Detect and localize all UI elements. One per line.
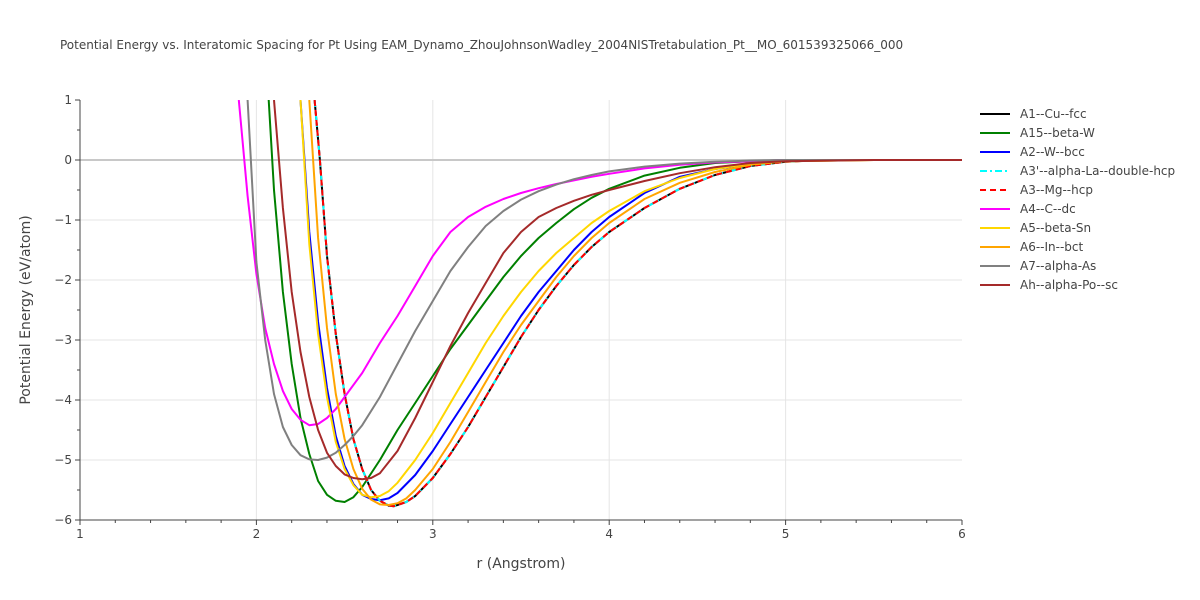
y-tick-label: −4: [54, 393, 72, 407]
legend-swatch: [980, 166, 1010, 176]
series-line-1[interactable]: [267, 100, 962, 503]
legend-swatch: [980, 109, 1010, 119]
legend-label: Ah--alpha-Po--sc: [1020, 277, 1118, 292]
y-tick-label: 1: [64, 93, 72, 107]
series-line-4[interactable]: [313, 100, 962, 508]
legend-label: A4--C--dc: [1020, 201, 1076, 216]
x-tick-label: 1: [76, 527, 84, 541]
legend-item[interactable]: A3--Mg--hcp: [980, 180, 1175, 199]
series-line-5[interactable]: [237, 100, 962, 427]
legend-label: A7--alpha-As: [1020, 258, 1097, 273]
y-tick-label: −6: [54, 513, 72, 527]
grid-lines: [80, 100, 962, 520]
series-line-6[interactable]: [299, 100, 963, 499]
x-tick-label: 3: [429, 527, 437, 541]
y-tick-label: −3: [54, 333, 72, 347]
y-tick-label: −5: [54, 453, 72, 467]
x-tick-label: 5: [782, 527, 790, 541]
legend-label: A15--beta-W: [1020, 125, 1095, 140]
x-axis-title: r (Angstrom): [477, 556, 566, 572]
series-line-8[interactable]: [246, 100, 962, 461]
legend-label: A2--W--bcc: [1020, 144, 1085, 159]
legend-swatch: [980, 261, 1010, 271]
legend-swatch: [980, 280, 1010, 290]
legend-label: A5--beta-Sn: [1020, 220, 1092, 235]
x-tick-label: 6: [958, 527, 966, 541]
legend-item[interactable]: A5--beta-Sn: [980, 218, 1175, 237]
legend-item[interactable]: A7--alpha-As: [980, 256, 1175, 275]
legend-item[interactable]: A6--In--bct: [980, 237, 1175, 256]
y-tick-label: 0: [64, 153, 72, 167]
legend-item[interactable]: A3'--alpha-La--double-hcp: [980, 161, 1175, 180]
legend-swatch: [980, 128, 1010, 138]
legend-swatch: [980, 242, 1010, 252]
series-line-7[interactable]: [308, 100, 962, 506]
legend-swatch: [980, 223, 1010, 233]
legend-item[interactable]: A4--C--dc: [980, 199, 1175, 218]
axes: 1 2 3 4 5 6 1 0 −1 −2 −3 −4 −5 −6: [54, 93, 966, 541]
legend-item[interactable]: A1--Cu--fcc: [980, 104, 1175, 123]
x-tick-label: 2: [253, 527, 261, 541]
y-tick-label: −1: [54, 213, 72, 227]
chart-title: Potential Energy vs. Interatomic Spacing…: [60, 38, 904, 52]
chart-legend[interactable]: A1--Cu--fcc A15--beta-W A2--W--bcc A3'--alp…: [980, 104, 1175, 294]
legend-label: A3--Mg--hcp: [1020, 182, 1093, 197]
series-line-3[interactable]: [313, 100, 962, 508]
series-lines: [237, 100, 963, 508]
y-tick-label: −2: [54, 273, 72, 287]
legend-swatch: [980, 147, 1010, 157]
legend-item[interactable]: Ah--alpha-Po--sc: [980, 275, 1175, 294]
x-tick-label: 4: [605, 527, 613, 541]
legend-swatch: [980, 204, 1010, 214]
legend-label: A3'--alpha-La--double-hcp: [1020, 163, 1176, 178]
y-axis-title: Potential Energy (eV/atom): [18, 215, 34, 404]
series-line-9[interactable]: [273, 100, 962, 481]
legend-item[interactable]: A15--beta-W: [980, 123, 1175, 142]
legend-label: A6--In--bct: [1020, 239, 1084, 254]
legend-label: A1--Cu--fcc: [1020, 106, 1087, 121]
legend-swatch: [980, 185, 1010, 195]
legend-item[interactable]: A2--W--bcc: [980, 142, 1175, 161]
